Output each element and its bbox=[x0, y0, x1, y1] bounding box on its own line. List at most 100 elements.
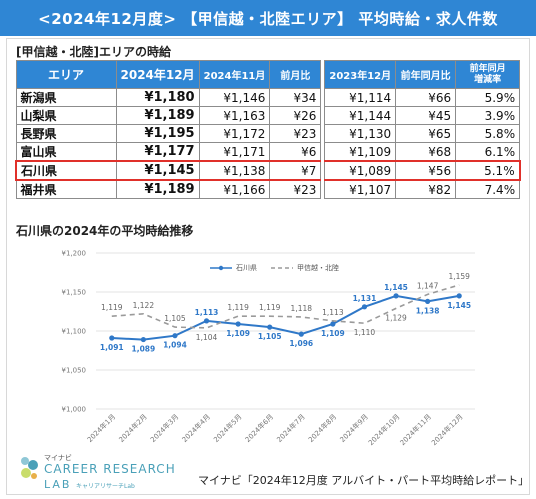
data-label-ishikawa: 1,091 bbox=[100, 343, 124, 352]
data-label-ishikawa: 1,109 bbox=[226, 329, 250, 338]
data-point-ishikawa bbox=[298, 331, 304, 337]
data-label-ishikawa: 1,109 bbox=[321, 329, 345, 338]
header-dec-2023: 2023年12月 bbox=[324, 60, 397, 89]
x-tick-label: 2024年3月 bbox=[148, 412, 180, 444]
data-label-area: 1,105 bbox=[164, 314, 186, 323]
data-point-ishikawa bbox=[235, 321, 241, 327]
data-label-area: 1,129 bbox=[385, 313, 407, 322]
data-label-area: 1,118 bbox=[291, 304, 313, 313]
cell-pref: 富山県 bbox=[15, 142, 117, 162]
y-tick-label: ¥1,200 bbox=[62, 250, 87, 258]
data-label-area: 1,147 bbox=[417, 281, 439, 290]
series-line-area bbox=[111, 284, 460, 329]
table-row: 福井県 ¥1,189 ¥1,166 ¥23 ¥1,107 ¥82 7.4% bbox=[15, 179, 521, 199]
cell-rate: 5.8% bbox=[455, 124, 521, 143]
x-tick-label: 2024年9月 bbox=[338, 412, 370, 444]
cell-dec24: ¥1,145 bbox=[115, 160, 200, 181]
header-yoy-rate-text: 前年同月 増減率 bbox=[469, 63, 506, 85]
cell-dec24: ¥1,189 bbox=[115, 179, 200, 199]
source-citation: マイナビ「2024年12月度 アルバイト・パート平均時給レポート」 bbox=[198, 474, 530, 487]
cell-yoy: ¥65 bbox=[395, 124, 457, 143]
y-tick-label: ¥1,100 bbox=[62, 328, 87, 336]
header-yoy: 前年同月比 bbox=[395, 60, 457, 89]
x-tick-label: 2024年6月 bbox=[243, 412, 275, 444]
cell-nov24: ¥1,171 bbox=[198, 142, 271, 162]
x-tick-label: 2024年1月 bbox=[85, 412, 117, 444]
chart-legend: 石川県 甲信越・北陸 bbox=[210, 263, 339, 273]
x-tick-label: 2024年12月 bbox=[429, 412, 464, 447]
data-point-ishikawa bbox=[330, 321, 336, 327]
table-row: 長野県 ¥1,195 ¥1,172 ¥23 ¥1,130 ¥65 5.8% bbox=[15, 124, 521, 143]
header-mom: 前月比 bbox=[269, 60, 322, 89]
data-label-area: 1,119 bbox=[259, 303, 281, 312]
data-point-ishikawa bbox=[393, 293, 399, 299]
data-label-ishikawa: 1,089 bbox=[132, 345, 156, 354]
data-point-ishikawa bbox=[172, 333, 178, 339]
data-label-ishikawa: 1,113 bbox=[195, 308, 219, 317]
cell-nov24: ¥1,172 bbox=[198, 124, 271, 143]
legend-label-ishikawa: 石川県 bbox=[236, 264, 257, 272]
data-label-ishikawa: 1,094 bbox=[163, 341, 187, 350]
y-tick-label: ¥1,150 bbox=[62, 289, 87, 297]
y-tick-label: ¥1,000 bbox=[62, 406, 87, 414]
data-label-ishikawa: 1,145 bbox=[384, 283, 408, 292]
data-point-ishikawa bbox=[109, 335, 115, 341]
data-label-area: 1,159 bbox=[448, 272, 470, 281]
cell-yoy: ¥45 bbox=[395, 106, 457, 125]
cell-yoy: ¥56 bbox=[395, 160, 457, 181]
cell-pref: 新潟県 bbox=[15, 88, 117, 107]
series-line-ishikawa bbox=[111, 294, 460, 341]
cell-dec24: ¥1,195 bbox=[115, 124, 200, 143]
table-row: 富山県 ¥1,177 ¥1,171 ¥6 ¥1,109 ¥68 6.1% bbox=[15, 142, 521, 162]
cell-rate: 7.4% bbox=[455, 179, 521, 199]
cell-rate: 5.9% bbox=[455, 88, 521, 107]
wage-table: エリア 2024年12月 2024年11月 前月比 2023年12月 前年同月比… bbox=[15, 60, 521, 199]
cell-dec23: ¥1,114 bbox=[324, 88, 397, 107]
career-research-lab-logo: マイナビ CAREER RESEARCH LAB キャリアリサーチLab bbox=[18, 453, 193, 493]
data-label-area: 1,104 bbox=[196, 333, 218, 342]
y-tick-label: ¥1,050 bbox=[62, 367, 87, 375]
logo-sub-text: キャリアリサーチLab bbox=[76, 483, 135, 490]
page-banner: <2024年12月度> 【甲信越・北陸エリア】 平均時給・求人件数 bbox=[0, 0, 536, 36]
data-label-area: 1,119 bbox=[227, 303, 249, 312]
data-point-ishikawa bbox=[203, 318, 210, 324]
cell-nov24: ¥1,146 bbox=[198, 88, 271, 107]
x-tick-label: 2024年2月 bbox=[117, 412, 149, 444]
x-tick-label: 2024年4月 bbox=[180, 412, 212, 444]
cell-rate: 6.1% bbox=[455, 142, 521, 162]
cell-yoy: ¥66 bbox=[395, 88, 457, 107]
data-label-area: 1,119 bbox=[101, 303, 123, 312]
x-tick-label: 2024年8月 bbox=[306, 412, 338, 444]
data-label-ishikawa: 1,105 bbox=[258, 332, 282, 341]
header-area: エリア bbox=[15, 60, 117, 89]
cell-dec23: ¥1,107 bbox=[324, 179, 397, 199]
header-nov-2024: 2024年11月 bbox=[198, 60, 271, 89]
x-tick-label: 2024年10月 bbox=[366, 412, 401, 447]
table-row: 石川県 ¥1,145 ¥1,138 ¥7 ¥1,089 ¥56 5.1% bbox=[15, 160, 521, 181]
data-label-ishikawa: 1,096 bbox=[289, 339, 313, 348]
data-label-area: 1,110 bbox=[354, 328, 376, 337]
cell-nov24: ¥1,138 bbox=[198, 160, 271, 181]
cell-mom: ¥23 bbox=[269, 124, 322, 143]
cell-dec24: ¥1,180 bbox=[115, 88, 200, 107]
cell-nov24: ¥1,166 bbox=[198, 179, 271, 199]
legend-item-area: 甲信越・北陸 bbox=[271, 263, 339, 273]
cell-dec23: ¥1,130 bbox=[324, 124, 397, 143]
data-label-area: 1,122 bbox=[133, 301, 155, 310]
data-point-ishikawa bbox=[267, 324, 273, 330]
header-dec-2024: 2024年12月 bbox=[115, 60, 200, 89]
data-point-ishikawa bbox=[361, 304, 368, 310]
cell-pref: 福井県 bbox=[15, 179, 117, 199]
cell-nov24: ¥1,163 bbox=[198, 106, 271, 125]
logo-lab-text: LAB bbox=[44, 478, 72, 491]
chart-section-title: 石川県の2024年の平均時給推移 bbox=[16, 224, 194, 238]
data-point-ishikawa bbox=[425, 298, 431, 304]
cell-rate: 5.1% bbox=[455, 160, 521, 181]
cell-yoy: ¥82 bbox=[395, 179, 457, 199]
x-tick-label: 2024年5月 bbox=[212, 412, 244, 444]
header-yoy-rate: 前年同月 増減率 bbox=[455, 60, 521, 89]
data-label-area: 1,113 bbox=[322, 308, 344, 317]
logo-mark-icon bbox=[21, 457, 38, 479]
data-point-ishikawa bbox=[140, 336, 146, 343]
data-label-ishikawa: 1,138 bbox=[416, 306, 440, 315]
